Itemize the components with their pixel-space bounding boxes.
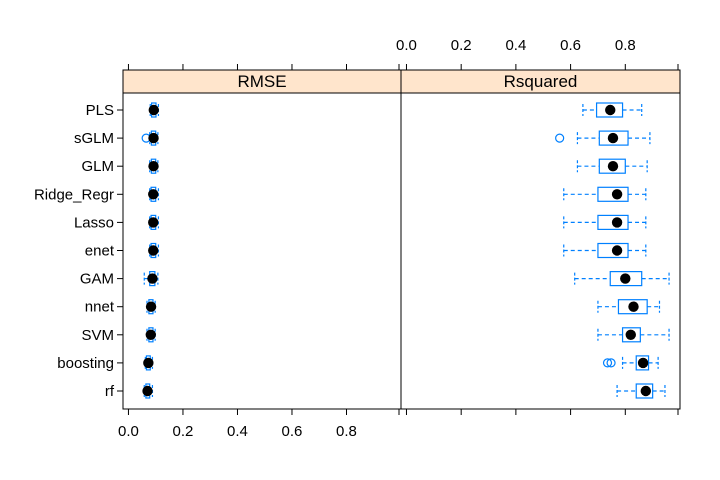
box-rmse-nnet xyxy=(145,299,157,315)
model-label-svm: SVM xyxy=(81,327,114,344)
median-point xyxy=(611,245,623,256)
model-label-lasso: Lasso xyxy=(74,214,114,231)
box-rmse-glm xyxy=(148,158,159,174)
box-rsquared-pls xyxy=(582,102,643,118)
outlier-point xyxy=(606,358,616,368)
model-label-nnet: nnet xyxy=(85,299,115,316)
box-iqr xyxy=(597,186,629,202)
box-iqr xyxy=(598,130,629,146)
median-point xyxy=(148,217,159,228)
box-rsquared-sglm xyxy=(555,130,651,146)
bottom-tick-label: 0.2 xyxy=(173,423,194,440)
bottom-tick-label: 0.6 xyxy=(282,423,303,440)
strip-rsquared xyxy=(401,70,680,93)
model-label-pls: PLS xyxy=(86,102,114,119)
model-label-enet: enet xyxy=(85,243,115,260)
box-iqr xyxy=(598,158,626,174)
panel-rsquared: Rsquared xyxy=(400,69,681,410)
model-label-sglm: sGLM xyxy=(74,130,114,147)
model-label-ridge-regr: Ridge_Regr xyxy=(34,186,114,203)
box-rmse-boosting xyxy=(143,355,154,371)
median-point xyxy=(605,104,616,116)
median-point xyxy=(148,132,159,144)
model-label-glm: GLM xyxy=(81,158,114,175)
bottom-tick-label: 0.4 xyxy=(227,423,248,440)
strip-rmse xyxy=(123,70,401,93)
panels: RMSE Rsquared xyxy=(122,69,681,410)
bottom-x-axis: 0.0 0.2 0.4 0.6 0.8 xyxy=(118,409,679,440)
model-label-boosting: boosting xyxy=(57,355,114,372)
median-point xyxy=(628,301,639,312)
panel-border xyxy=(122,69,402,410)
box-rmse-enet xyxy=(148,242,160,259)
box-rmse-gam xyxy=(143,271,159,287)
box-iqr xyxy=(597,242,629,259)
box-rsquared-enet xyxy=(563,242,647,259)
model-label-gam: GAM xyxy=(80,271,114,288)
median-point xyxy=(148,189,159,200)
box-rmse-sglm xyxy=(141,130,159,146)
median-point xyxy=(145,301,157,312)
box-rsquared-nnet xyxy=(597,299,661,315)
median-point xyxy=(145,329,156,340)
box-rmse-lasso xyxy=(148,214,160,230)
box-iqr xyxy=(635,355,650,371)
median-point xyxy=(611,217,623,228)
panel-border xyxy=(400,69,681,410)
median-point xyxy=(637,357,649,369)
box-iqr xyxy=(597,214,629,230)
box-iqr xyxy=(621,327,641,343)
top-x-axis: 0.0 0.2 0.4 0.6 0.8 xyxy=(127,37,679,70)
median-point xyxy=(148,161,159,172)
median-point xyxy=(607,132,619,144)
box-iqr xyxy=(595,102,624,118)
outlier-point xyxy=(602,358,613,368)
median-point xyxy=(148,104,159,116)
median-point xyxy=(640,385,652,397)
top-tick-label: 0.0 xyxy=(396,37,417,54)
box-rmse-pls xyxy=(148,102,160,118)
top-tick-label: 0.4 xyxy=(505,37,526,54)
strip-label-rsquared: Rsquared xyxy=(504,72,578,91)
panel-rmse: RMSE xyxy=(122,69,402,410)
box-rsquared-glm xyxy=(576,158,648,174)
box-rsquared-boosting xyxy=(602,355,659,371)
box-rmse-rf xyxy=(142,383,154,399)
bottom-tick-label: 0.0 xyxy=(118,423,139,440)
box-iqr xyxy=(609,271,643,287)
median-point xyxy=(148,245,159,256)
box-iqr xyxy=(617,299,648,315)
median-point xyxy=(147,273,158,284)
box-rsquared-ridge-regr xyxy=(563,186,647,202)
box-rmse-svm xyxy=(145,327,156,343)
median-point xyxy=(607,161,619,172)
top-tick-label: 0.6 xyxy=(560,37,581,54)
median-point xyxy=(620,273,631,284)
model-label-rf: rf xyxy=(105,383,115,400)
outlier-point xyxy=(555,133,565,143)
top-tick-label: 0.2 xyxy=(451,37,472,54)
median-point xyxy=(142,385,153,397)
box-rmse-ridge-regr xyxy=(148,186,160,202)
box-rsquared-rf xyxy=(616,383,666,399)
model-axis: PLS sGLM GLM Ridge_Regr Lasso enet GAM nnet SVM b… xyxy=(34,102,123,400)
bottom-tick-label: 0.8 xyxy=(336,423,357,440)
top-tick-label: 0.8 xyxy=(615,37,636,54)
box-rsquared-lasso xyxy=(563,214,647,230)
median-point xyxy=(611,189,623,200)
median-point xyxy=(143,357,154,369)
box-rsquared-svm xyxy=(597,327,670,343)
strip-label-rmse: RMSE xyxy=(237,72,286,91)
box-iqr xyxy=(635,383,654,399)
box-rsquared-gam xyxy=(574,271,670,287)
median-point xyxy=(625,329,636,340)
